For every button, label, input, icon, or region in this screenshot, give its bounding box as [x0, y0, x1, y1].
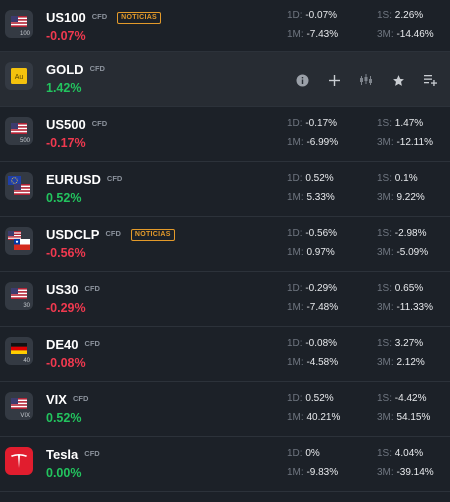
- instrument-type: CFD: [84, 449, 100, 458]
- add-to-list-icon[interactable]: [414, 70, 446, 90]
- stat-1d: 1D: -0.56%: [287, 228, 338, 239]
- daily-change: -0.17%: [46, 136, 86, 150]
- flag-subtitle: 500: [19, 138, 30, 144]
- stat-3m: 3M: 54.15%: [377, 412, 431, 423]
- instrument-symbol: DE40: [46, 337, 79, 352]
- instrument-row-us500[interactable]: 500 US500 CFD -0.17% 1D: -0.17% 1M: -6.99…: [0, 107, 450, 162]
- stat-1s: 1S: 4.04%: [377, 448, 424, 459]
- stat-1m: 1M: -6.99%: [287, 137, 339, 148]
- instrument-type: CFD: [84, 284, 100, 293]
- stat-3m: 3M: 9.22%: [377, 192, 425, 203]
- stat-1m: 1M: -9.83%: [287, 467, 339, 478]
- instrument-row-gold[interactable]: Au GOLD CFD 1.42%: [0, 52, 450, 107]
- daily-change: 0.00%: [46, 466, 82, 480]
- instrument-row-usdclp[interactable]: USDCLP CFD NOTICIAS -0.56% 1D: -0.56% 1M: …: [0, 217, 450, 272]
- flag-subtitle: VIX: [20, 413, 30, 419]
- daily-change: 1.42%: [46, 81, 82, 95]
- daily-change: -0.56%: [46, 246, 86, 260]
- stat-1d: 1D: 0%: [287, 448, 320, 459]
- stat-1s: 1S: 0.65%: [377, 283, 424, 294]
- daily-change: -0.07%: [46, 29, 86, 43]
- us-flag-icon: 500: [5, 117, 33, 145]
- instrument-type: CFD: [72, 394, 89, 403]
- us-flag-icon: VIX: [5, 392, 33, 420]
- daily-change: -0.08%: [46, 356, 86, 370]
- news-badge[interactable]: NOTICIAS: [130, 229, 175, 241]
- stat-3m: 3M: -11.33%: [377, 302, 433, 313]
- stat-1m: 1M: 40.21%: [287, 412, 341, 423]
- instrument-symbol: EURUSD: [46, 172, 101, 187]
- instrument-type: CFD: [84, 339, 100, 348]
- flag-subtitle: 30: [23, 303, 30, 309]
- instrument-symbol: US500: [46, 117, 86, 132]
- stat-1s: 1S: -4.42%: [377, 393, 427, 404]
- chart-icon[interactable]: [350, 70, 382, 90]
- tesla-logo-icon: [5, 447, 33, 475]
- stat-3m: 3M: -39.14%: [377, 467, 434, 478]
- instrument-symbol: GOLD: [46, 62, 84, 77]
- daily-change: 0.52%: [46, 191, 82, 205]
- us-flag-icon: 100: [5, 10, 33, 38]
- stat-1s: 1S: 3.27%: [377, 338, 424, 349]
- instrument-row-eurusd[interactable]: EURUSD CFD 0.52% 1D: 0.52% 1M: 5.33% 1S: …: [0, 162, 450, 217]
- add-icon[interactable]: [318, 70, 350, 90]
- stat-3m: 3M: -5.09%: [377, 247, 429, 258]
- instrument-row-vix[interactable]: VIX VIX CFD 0.52% 1D: 0.52% 1M: 40.21% 1S…: [0, 382, 450, 437]
- stat-1d: 1D: -0.29%: [287, 283, 338, 294]
- instrument-type: CFD: [89, 64, 105, 73]
- stat-3m: 3M: 2.12%: [377, 357, 425, 368]
- eu-us-flag-icon: [5, 172, 33, 200]
- instrument-symbol: Tesla: [46, 447, 79, 462]
- stat-1m: 1M: 5.33%: [287, 192, 335, 203]
- stat-1m: 1M: -7.43%: [287, 29, 339, 40]
- daily-change: 0.52%: [46, 411, 82, 425]
- stat-1s: 1S: 2.26%: [377, 10, 424, 21]
- stat-1d: 1D: -0.07%: [287, 10, 338, 21]
- svg-text:Au: Au: [15, 74, 24, 81]
- instrument-row-us100[interactable]: 100 US100 CFD NOTICIAS -0.07% 1D: -0.07% 1…: [0, 0, 450, 52]
- instrument-type: CFD: [105, 229, 121, 238]
- daily-change: -0.29%: [46, 301, 86, 315]
- flag-subtitle: 100: [19, 31, 30, 37]
- stat-3m: 3M: -12.11%: [377, 137, 433, 148]
- instrument-type: CFD: [91, 119, 108, 128]
- stat-1m: 1M: -4.58%: [287, 357, 339, 368]
- de-flag-icon: 40: [5, 337, 33, 365]
- instrument-symbol: USDCLP: [46, 227, 100, 242]
- stat-1d: 1D: -0.08%: [287, 338, 338, 349]
- stat-1m: 1M: 0.97%: [287, 247, 335, 258]
- star-icon[interactable]: [382, 70, 414, 90]
- stat-1s: 1S: 1.47%: [377, 118, 424, 129]
- news-badge[interactable]: NOTICIAS: [117, 12, 162, 24]
- instrument-symbol: VIX: [46, 392, 67, 407]
- stat-1d: 1D: 0.52%: [287, 393, 334, 404]
- instrument-type: CFD: [91, 12, 108, 21]
- instrument-type: CFD: [106, 174, 123, 183]
- instrument-row-us30[interactable]: 30 US30 CFD -0.29% 1D: -0.29% 1M: -7.48% …: [0, 272, 450, 327]
- stat-1s: 1S: -2.98%: [377, 228, 427, 239]
- gold-icon: Au: [5, 62, 33, 90]
- instrument-symbol: US30: [46, 282, 79, 297]
- stat-3m: 3M: -14.46%: [377, 29, 434, 40]
- stat-1m: 1M: -7.48%: [287, 302, 339, 313]
- us-cl-flag-icon: [5, 227, 33, 255]
- instrument-row-de40[interactable]: 40 DE40 CFD -0.08% 1D: -0.08% 1M: -4.58% …: [0, 327, 450, 382]
- instrument-row-tesla[interactable]: Tesla CFD 0.00% 1D: 0% 1M: -9.83% 1S: 4.0…: [0, 437, 450, 492]
- instrument-symbol: US100: [46, 10, 86, 25]
- stat-1d: 1D: -0.17%: [287, 118, 338, 129]
- info-icon[interactable]: [286, 70, 318, 90]
- stat-1s: 1S: 0.1%: [377, 173, 418, 184]
- row-actions-toolbar: [286, 70, 446, 90]
- us-flag-icon: 30: [5, 282, 33, 310]
- stat-1d: 1D: 0.52%: [287, 173, 334, 184]
- flag-subtitle: 40: [23, 358, 30, 364]
